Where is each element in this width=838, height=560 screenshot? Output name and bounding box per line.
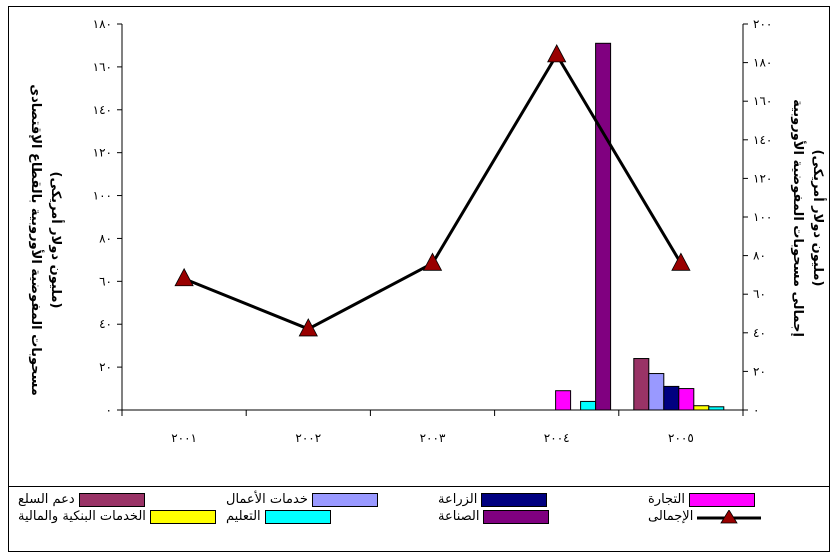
total-marker <box>671 252 691 271</box>
legend-label: التجارة <box>648 492 685 507</box>
x-tick-label: ٢٠٠١ <box>171 431 197 445</box>
legend-label: الزراعة <box>438 492 478 507</box>
legend-label: التعليم <box>226 509 261 524</box>
chart-plot: ٠ ٢٠ ٤٠ ٦٠ ٨٠ ١٠٠ ١٢٠ ١٤٠ ١٦٠ ١٨٠ ٠ ٢٠ ٤٠ ٦٠ ٨٠ ١٠٠ ١٢٠ ١… <box>28 17 827 445</box>
legend-swatch <box>481 492 548 507</box>
legend-swatch <box>264 509 331 524</box>
right-tick-label: ١٤٠ <box>753 133 772 147</box>
legend-label-total: الإجمالى <box>648 509 694 524</box>
bar-trade-2004 <box>555 390 572 411</box>
left-tick-label: ٠ <box>106 403 112 417</box>
left-tick-label: ٦٠ <box>99 274 112 288</box>
legend-item: التجارة <box>648 492 755 508</box>
bar-industry-2004 <box>595 42 612 411</box>
legend-item: الخدمات البنكية والمالية <box>18 509 216 525</box>
chart-frame <box>8 6 830 552</box>
left-tick-label: ٨٠ <box>99 231 112 245</box>
right-tick-label: ٠ <box>753 403 759 417</box>
legend-swatch <box>483 509 550 524</box>
legend-item: دعم السلع <box>18 492 145 508</box>
right-axis-title: إجمالى مسحوبات المفوضية الأوروبية <box>790 99 807 337</box>
bar-education-2004 <box>580 400 597 411</box>
bar-1-2005 <box>648 373 665 411</box>
left-tick-label: ١٠٠ <box>93 189 112 203</box>
total-marker <box>174 267 194 287</box>
x-tick-label: ٢٠٠٥ <box>668 431 694 445</box>
right-tick-label: ١٢٠ <box>753 171 772 185</box>
total-marker <box>422 252 443 271</box>
legend-swatch <box>688 492 755 507</box>
legend-item: خدمات الأعمال <box>226 492 378 508</box>
legend-swatch <box>78 492 145 507</box>
legend-item-total: الإجمالى <box>648 508 762 525</box>
bar-5-2005 <box>708 406 725 411</box>
legend-item: الزراعة <box>438 492 548 508</box>
x-tick-label: ٢٠٠٣ <box>420 431 446 445</box>
legend-label: الخدمات البنكية والمالية <box>18 509 146 524</box>
right-tick-label: ٨٠ <box>753 249 766 263</box>
legend-item: التعليم <box>226 509 331 525</box>
legend-swatch <box>311 492 378 507</box>
right-tick-label: ١٦٠ <box>753 94 772 108</box>
right-tick-label: ٢٠٠ <box>753 17 772 31</box>
left-tick-label: ٢٠ <box>99 360 112 374</box>
x-tick-label: ٢٠٠٤ <box>544 431 570 445</box>
legend-item: الصناعة <box>438 509 550 525</box>
left-axis-unit: (مليون دولار أمريكى) <box>48 172 65 309</box>
x-tick-label: ٢٠٠٢ <box>295 431 321 445</box>
bar-3-2005 <box>678 388 695 411</box>
legend-label: خدمات الأعمال <box>226 492 308 507</box>
left-axis-title: مسحوبات المفوضية الأوروبية بالقطاع الإقت… <box>28 84 45 396</box>
right-tick-label: ٤٠ <box>753 326 766 340</box>
legend-line-swatch <box>697 508 762 524</box>
left-tick-label: ٤٠ <box>99 317 112 331</box>
right-tick-label: ١٠٠ <box>753 210 772 224</box>
bar-2-2005 <box>663 385 680 411</box>
bar-4-2005 <box>693 405 710 411</box>
left-tick-label: ١٤٠ <box>93 103 112 117</box>
right-axis-unit: (مليون دولار أمريكى) <box>810 150 827 287</box>
right-tick-label: ١٨٠ <box>753 56 772 70</box>
legend-swatch <box>149 509 216 524</box>
left-tick-label: ١٦٠ <box>93 60 112 74</box>
right-tick-label: ٦٠ <box>753 287 766 301</box>
chart-legend: دعم السلع خدمات الأعمال الزراعة التجارة الخد… <box>8 486 830 552</box>
total-marker <box>298 318 318 337</box>
total-marker <box>547 44 567 63</box>
legend-label: الصناعة <box>438 509 480 524</box>
left-tick-label: ١٨٠ <box>93 17 112 31</box>
legend-label: دعم السلع <box>18 492 75 507</box>
bar-0-2005 <box>633 358 650 411</box>
left-tick-label: ١٢٠ <box>93 146 112 160</box>
right-tick-label: ٢٠ <box>753 364 766 378</box>
